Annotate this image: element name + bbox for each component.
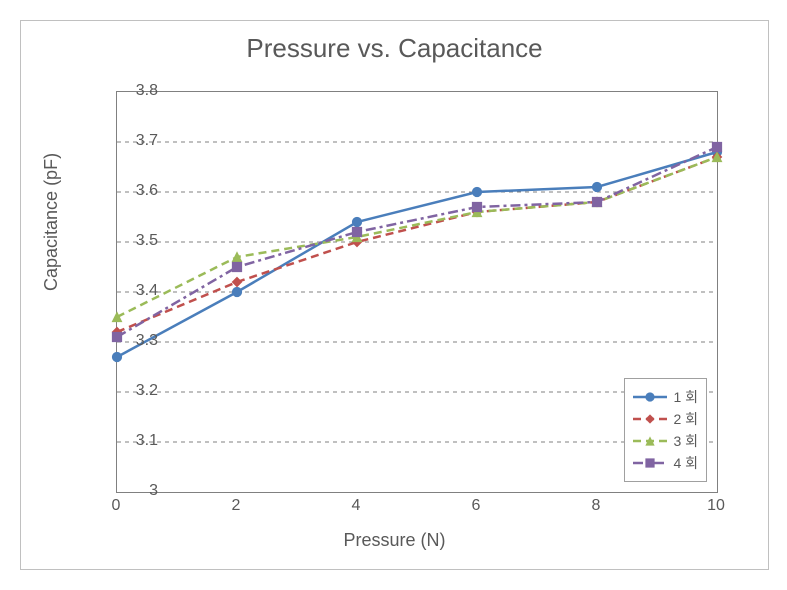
legend-item: 2 회 [633, 409, 698, 429]
legend-label: 2 회 [673, 409, 698, 429]
chart-container: Pressure vs. Capacitance 1 회2 회3 회4 회 33… [20, 20, 769, 570]
x-tick: 8 [576, 497, 616, 515]
legend-swatch [633, 455, 667, 471]
y-tick: 3.6 [118, 182, 158, 200]
x-tick: 2 [216, 497, 256, 515]
legend-item: 4 회 [633, 453, 698, 473]
plot-area: 1 회2 회3 회4 회 [116, 91, 718, 493]
x-tick: 6 [456, 497, 496, 515]
x-tick: 10 [696, 497, 736, 515]
legend-item: 1 회 [633, 387, 698, 407]
legend-label: 1 회 [673, 387, 698, 407]
legend-label: 3 회 [673, 431, 698, 451]
chart-title: Pressure vs. Capacitance [21, 33, 768, 64]
y-tick: 3.4 [118, 282, 158, 300]
legend-swatch [633, 411, 667, 427]
legend-swatch [633, 389, 667, 405]
y-tick: 3.8 [118, 82, 158, 100]
legend-item: 3 회 [633, 431, 698, 451]
y-tick: 3.1 [118, 432, 158, 450]
legend-swatch [633, 433, 667, 449]
x-axis-label: Pressure (N) [343, 530, 445, 551]
legend: 1 회2 회3 회4 회 [624, 378, 707, 482]
legend-label: 4 회 [673, 453, 698, 473]
y-tick: 3.3 [118, 332, 158, 350]
y-tick: 3.7 [118, 132, 158, 150]
x-tick: 4 [336, 497, 376, 515]
x-tick: 0 [96, 497, 136, 515]
y-tick: 3.2 [118, 382, 158, 400]
y-axis-label: Capacitance (pF) [41, 153, 62, 291]
y-tick: 3.5 [118, 232, 158, 250]
